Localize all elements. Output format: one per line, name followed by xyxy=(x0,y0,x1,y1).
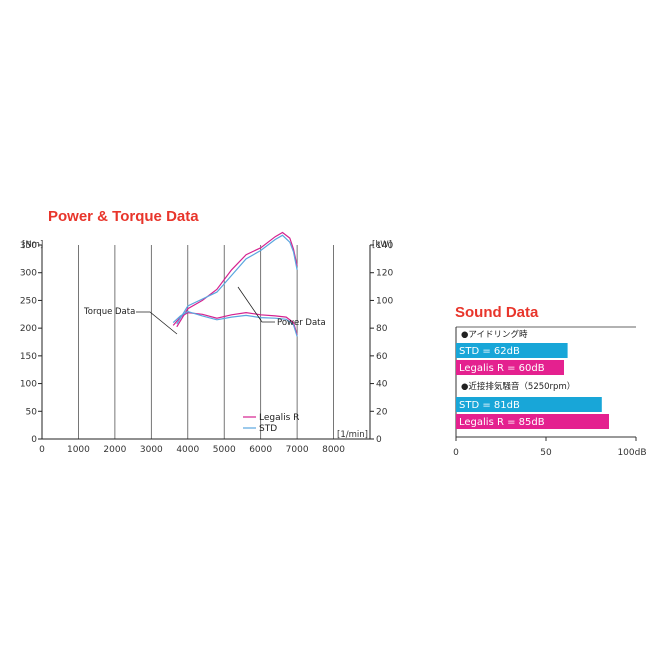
sound-chart: Sound Data 0 50 100dB ●アイドリング時 STD = 62dB Leg… xyxy=(453,304,646,458)
sound-bar-0-1 xyxy=(456,360,564,375)
x-tick-6000: 6000 xyxy=(249,445,272,455)
sound-group-heading-0: ●アイドリング時 xyxy=(461,329,528,340)
annotation-power-data: Power Data xyxy=(277,318,326,328)
sound-bar-1-0 xyxy=(456,397,602,412)
x-tick-8000: 8000 xyxy=(322,445,345,455)
y-right-tick-60: 60 xyxy=(376,352,388,362)
x-tick-4000: 4000 xyxy=(176,445,199,455)
y-right-tick-80: 80 xyxy=(376,324,388,334)
y-left-unit: [Nm] xyxy=(22,240,43,250)
y-left-tick-50: 50 xyxy=(26,407,38,417)
y-right-tick-120: 120 xyxy=(376,269,393,279)
x-tick-labels: 0 1000 2000 3000 4000 5000 6000 7000 8000 xyxy=(39,445,345,455)
torque-line-legalis-r xyxy=(172,311,298,335)
sound-tick-1: 50 xyxy=(540,448,552,458)
sound-group-heading-1: ●近接排気騒音（5250rpm） xyxy=(461,381,575,392)
legend-label-legalis-r: Legalis R xyxy=(259,413,299,423)
x-tick-0: 0 xyxy=(39,445,45,455)
sound-tick-0: 0 xyxy=(453,448,459,458)
y-right-tick-0: 0 xyxy=(376,435,382,445)
legend-label-std: STD xyxy=(259,424,277,434)
y-right-tick-100: 100 xyxy=(376,296,393,306)
x-unit: [1/min] xyxy=(337,430,368,440)
power-line-legalis-r xyxy=(176,231,298,328)
annotation-torque-leader xyxy=(136,311,178,335)
series-lines xyxy=(172,231,298,337)
y-left-tick-labels: 0 50 100 150 200 250 300 350 xyxy=(20,241,42,445)
y-right-tick-labels: 0 20 40 60 80 100 120 140 xyxy=(370,241,393,445)
y-right-tick-140: 140 xyxy=(376,241,393,251)
x-tick-5000: 5000 xyxy=(213,445,236,455)
y-left-tick-0: 0 xyxy=(31,435,37,445)
sound-bar-label-0-1: Legalis R = 60dB xyxy=(459,363,545,374)
y-left-tick-200: 200 xyxy=(20,324,37,334)
sound-bar-1-1 xyxy=(456,414,609,429)
y-right-unit: [kW] xyxy=(372,240,392,250)
y-right-tick-40: 40 xyxy=(376,380,388,390)
annotation-power-leader xyxy=(237,286,275,323)
sound-bar-label-1-0: STD = 81dB xyxy=(459,400,520,411)
x-tick-7000: 7000 xyxy=(286,445,309,455)
y-left-tick-250: 250 xyxy=(20,296,37,306)
y-left-tick-100: 100 xyxy=(20,380,37,390)
power-torque-chart: Power & Torque Data [Nm] [kW] [1/min] 0 1… xyxy=(20,208,394,455)
y-left-tick-300: 300 xyxy=(20,269,37,279)
x-tick-3000: 3000 xyxy=(140,445,163,455)
y-right-tick-20: 20 xyxy=(376,407,388,417)
y-left-tick-350: 350 xyxy=(20,241,37,251)
torque-line-std xyxy=(172,310,298,337)
y-left-tick-150: 150 xyxy=(20,352,37,362)
x-tick-1000: 1000 xyxy=(67,445,90,455)
sound-bar-label-1-1: Legalis R = 85dB xyxy=(459,417,545,428)
sound-bar-label-0-0: STD = 62dB xyxy=(459,346,520,357)
x-tick-2000: 2000 xyxy=(103,445,126,455)
power-line-std xyxy=(176,234,298,325)
vertical-gridlines xyxy=(78,245,334,439)
sound-bars: 0 50 100dB ●アイドリング時 STD = 62dB Legalis R = 60… xyxy=(453,326,647,458)
sound-title: Sound Data xyxy=(455,304,539,321)
power-torque-title: Power & Torque Data xyxy=(48,208,199,225)
axes xyxy=(41,245,371,440)
sound-tick-2: 100dB xyxy=(617,448,646,458)
annotations: Torque Data Power Data xyxy=(83,286,326,335)
annotation-torque-data: Torque Data xyxy=(83,307,135,317)
sound-bar-0-0 xyxy=(456,343,568,358)
